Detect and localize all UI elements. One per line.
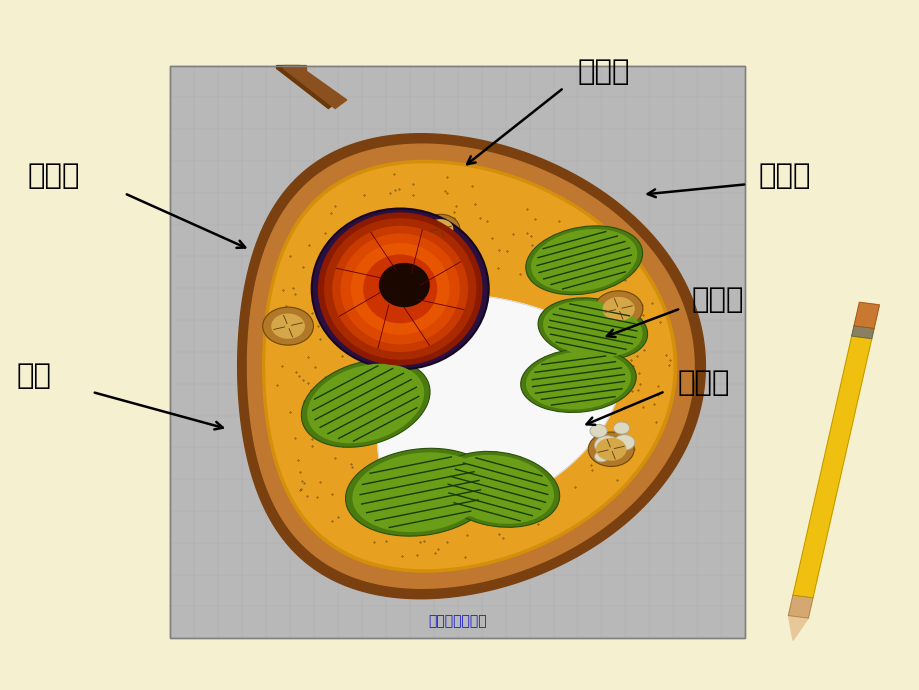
Circle shape — [421, 215, 460, 244]
Ellipse shape — [441, 455, 553, 524]
Polygon shape — [237, 134, 705, 599]
Circle shape — [614, 435, 634, 450]
Ellipse shape — [538, 298, 647, 360]
Text: 细胞质: 细胞质 — [28, 162, 80, 190]
Polygon shape — [377, 295, 618, 513]
Polygon shape — [788, 615, 808, 640]
Polygon shape — [277, 66, 339, 108]
Ellipse shape — [363, 255, 437, 324]
Ellipse shape — [526, 226, 641, 295]
Polygon shape — [266, 164, 672, 569]
Ellipse shape — [542, 301, 641, 357]
Ellipse shape — [312, 208, 488, 369]
Circle shape — [596, 437, 626, 461]
Circle shape — [602, 297, 634, 321]
Ellipse shape — [352, 452, 488, 532]
Ellipse shape — [530, 229, 637, 292]
Ellipse shape — [436, 451, 559, 527]
Circle shape — [589, 424, 607, 437]
Bar — [170, 66, 744, 638]
Circle shape — [594, 436, 619, 455]
Text: 细胞核: 细胞核 — [577, 59, 630, 86]
Circle shape — [613, 422, 629, 434]
Ellipse shape — [379, 263, 429, 307]
Ellipse shape — [307, 364, 424, 443]
Ellipse shape — [340, 233, 460, 344]
Bar — [170, 66, 744, 638]
Text: 细胞壁: 细胞壁 — [691, 286, 743, 314]
Ellipse shape — [323, 218, 476, 359]
Text: 典型的植物细胞: 典型的植物细胞 — [427, 614, 486, 628]
Ellipse shape — [346, 448, 494, 536]
Polygon shape — [262, 161, 675, 572]
Text: 液泡: 液泡 — [17, 362, 51, 390]
Ellipse shape — [301, 359, 429, 447]
Polygon shape — [283, 66, 346, 108]
Circle shape — [594, 291, 642, 327]
Polygon shape — [853, 302, 879, 328]
Polygon shape — [788, 595, 812, 618]
Ellipse shape — [526, 351, 630, 410]
Text: 叶绳体: 叶绳体 — [758, 162, 811, 190]
Ellipse shape — [520, 348, 636, 413]
Polygon shape — [247, 144, 693, 589]
Polygon shape — [792, 336, 871, 598]
Circle shape — [427, 219, 453, 239]
Ellipse shape — [318, 213, 482, 366]
Polygon shape — [851, 326, 873, 339]
Ellipse shape — [332, 226, 468, 352]
Text: 细胞膜: 细胞膜 — [676, 369, 729, 397]
Circle shape — [263, 307, 313, 345]
Circle shape — [271, 313, 305, 339]
Circle shape — [594, 451, 607, 462]
Circle shape — [587, 432, 633, 466]
Ellipse shape — [350, 243, 449, 335]
